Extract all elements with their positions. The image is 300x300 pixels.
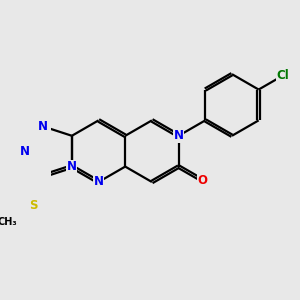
Text: Cl: Cl bbox=[276, 69, 289, 82]
Text: N: N bbox=[94, 176, 103, 188]
Text: O: O bbox=[198, 174, 208, 187]
Text: CH₃: CH₃ bbox=[0, 217, 17, 227]
Text: N: N bbox=[20, 145, 29, 158]
Text: N: N bbox=[38, 120, 48, 133]
Text: N: N bbox=[174, 129, 184, 142]
Text: N: N bbox=[67, 160, 77, 173]
Text: S: S bbox=[29, 199, 37, 212]
